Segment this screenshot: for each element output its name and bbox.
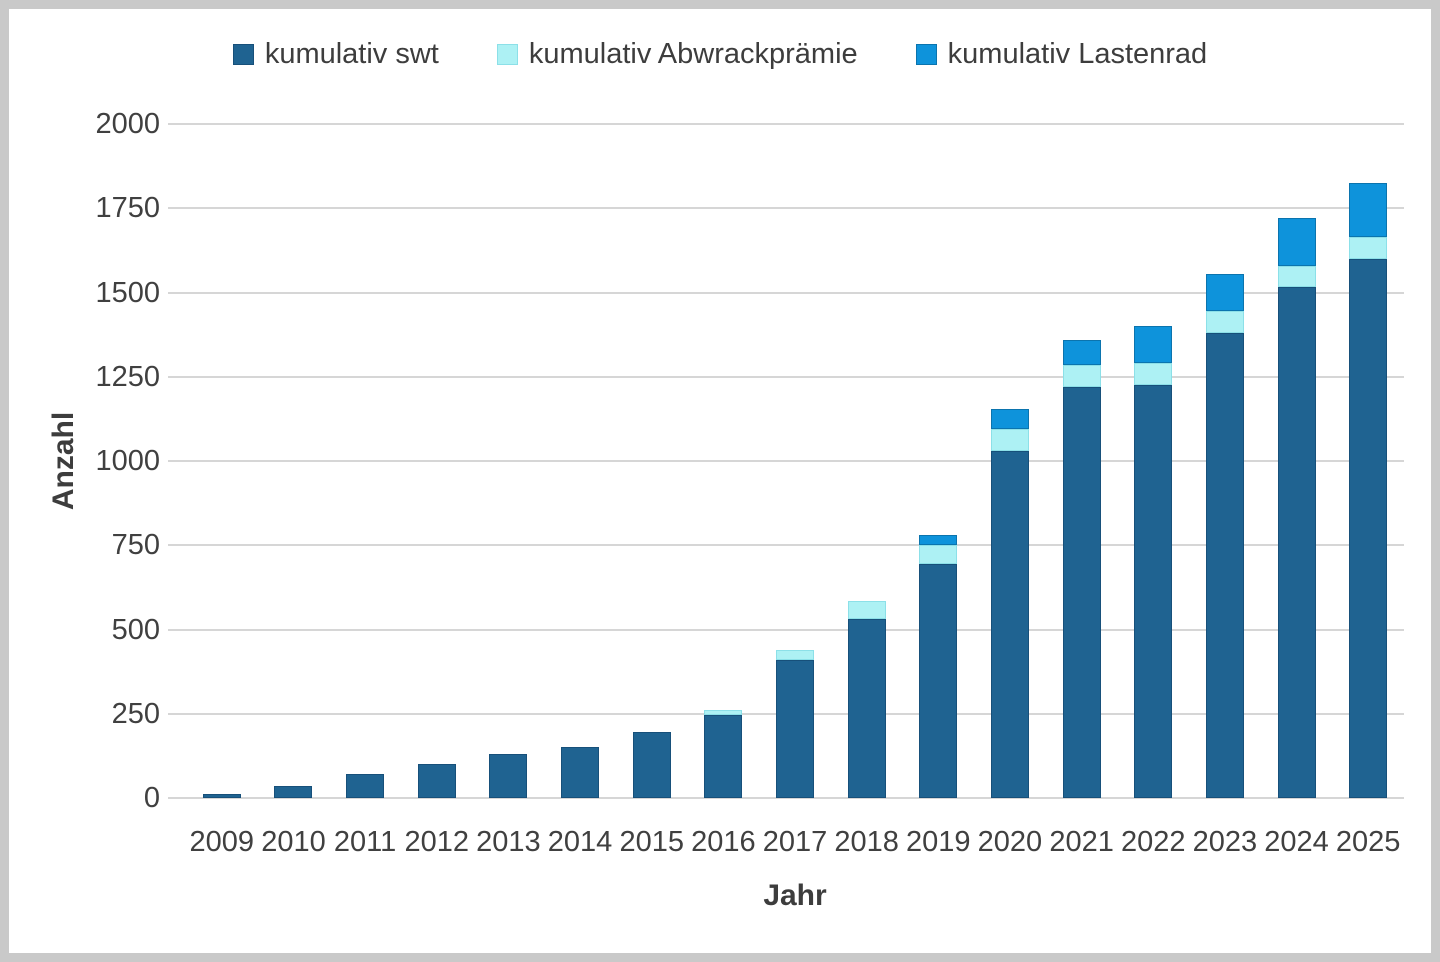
bar-segment-kumulativ-lastenrad [1277,218,1316,266]
bar-segment-kumulativ-lastenrad [1062,339,1101,365]
bar-segment-kumulativ-swt [919,563,958,798]
bar-segment-kumulativ-lastenrad [990,408,1029,429]
y-tick-label: 2000 [95,108,160,140]
gridline [168,375,1404,378]
gridline [168,123,1404,125]
bar-segment-kumulativ-swt [1062,386,1101,798]
legend-swatch [496,43,518,65]
legend-item-3: kumulativ Lastenrad [915,37,1208,71]
x-tick-label: 2021 [1049,826,1114,858]
bar-segment-kumulativ-swt [489,754,528,798]
bar-segment-kumulativ-swt [1134,385,1173,798]
bar-segment-kumulativ-abwrackprämie [776,649,814,660]
gridline [168,628,1404,631]
x-tick-label: 2009 [189,826,255,858]
bar-segment-kumulativ-abwrackprämie [1277,265,1316,288]
bar-segment-kumulativ-abwrackprämie [990,428,1029,451]
x-tick-label: 2013 [476,826,541,858]
x-tick-label: 2011 [333,826,397,858]
bar-segment-kumulativ-swt [274,786,313,798]
y-tick-label: 250 [111,697,160,730]
legend-item-1: kumulativ swt [232,37,439,71]
y-axis-title: Anzahl [47,411,80,511]
legend-swatch [915,43,937,65]
bar-segment-kumulativ-abwrackprämie [919,545,958,564]
bar-segment-kumulativ-abwrackprämie [1349,236,1388,259]
bar-segment-kumulativ-swt [202,793,241,798]
bar-segment-kumulativ-swt [1205,332,1244,798]
gridline [168,460,1404,462]
bar-segment-kumulativ-swt [1277,287,1316,798]
bar-segment-kumulativ-swt [1349,258,1388,798]
bar-segment-kumulativ-lastenrad [1205,273,1244,312]
gridline [168,291,1404,294]
bar-segment-kumulativ-swt [561,747,600,798]
legend-item-2: kumulativ Abwrackprämie [496,37,858,71]
x-tick-label: 2014 [547,826,613,858]
gridline [168,207,1404,210]
bar-segment-kumulativ-abwrackprämie [704,710,743,716]
x-tick-label: 2010 [261,826,326,858]
bar-segment-kumulativ-swt [704,715,743,798]
bar-segment-kumulativ-swt [990,450,1029,798]
y-tick-label: 0 [143,782,160,814]
x-tick-label: 2012 [404,826,469,858]
bar-segment-kumulativ-lastenrad [1349,182,1388,237]
bar-segment-kumulativ-abwrackprämie [847,600,886,620]
x-tick-label: 2016 [691,826,756,858]
gridline [168,544,1404,547]
y-tick-label: 1000 [95,445,160,477]
bar-segment-kumulativ-abwrackprämie [1134,363,1173,386]
x-axis-title: Jahr [763,879,827,912]
x-tick-label: 2015 [619,826,684,858]
legend-swatch [232,43,254,65]
y-tick-label: 1750 [95,192,160,225]
y-tick-label: 1500 [95,276,160,309]
bar-segment-kumulativ-lastenrad [1134,326,1173,364]
x-tick-label: 2020 [977,826,1043,858]
x-tick-label: 2018 [834,826,899,858]
bar-segment-kumulativ-swt [632,732,671,798]
bar-segment-kumulativ-swt [847,619,886,798]
legend: kumulativ swt kumulativ Abwrackprämie kumu… [0,30,1440,78]
bar-segment-kumulativ-swt [346,774,385,798]
y-tick-label: 1250 [95,360,160,393]
gridline [168,797,1404,799]
legend-label: kumulativ Abwrackprämie [528,37,858,70]
bar-segment-kumulativ-abwrackprämie [1062,364,1101,387]
x-tick-label: 2024 [1264,826,1329,858]
bar-segment-kumulativ-swt [776,659,814,798]
x-tick-label: 2017 [762,826,828,858]
y-tick-label: 750 [111,529,160,562]
legend-label: kumulativ Lastenrad [947,37,1208,70]
x-tick-label: 2022 [1120,826,1186,858]
bar-segment-kumulativ-abwrackprämie [1205,311,1244,333]
bar-segment-kumulativ-swt [417,764,456,798]
x-tick-label: 2019 [906,826,971,858]
bar-segment-kumulativ-lastenrad [919,535,958,546]
legend-label: kumulativ swt [264,37,439,70]
y-tick-label: 500 [111,613,160,646]
x-tick-label: 2023 [1192,826,1258,858]
x-tick-label: 2025 [1335,826,1401,858]
